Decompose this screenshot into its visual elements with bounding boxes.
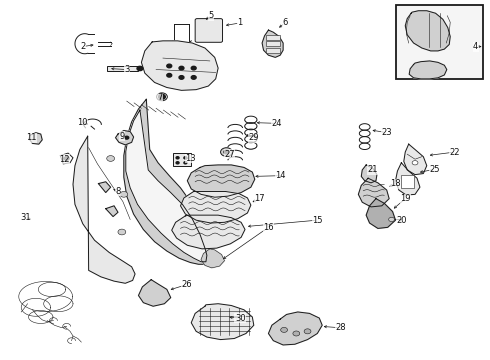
Text: 22: 22: [450, 148, 460, 157]
Circle shape: [107, 156, 115, 161]
Circle shape: [191, 76, 196, 79]
Text: 24: 24: [271, 119, 282, 128]
Text: 16: 16: [263, 223, 274, 232]
Text: 27: 27: [224, 150, 235, 159]
Polygon shape: [116, 131, 134, 145]
FancyBboxPatch shape: [107, 66, 138, 71]
Circle shape: [184, 157, 187, 159]
Circle shape: [176, 157, 179, 159]
Text: 4: 4: [473, 42, 478, 51]
Polygon shape: [262, 30, 283, 57]
Bar: [266, 35, 280, 40]
Polygon shape: [98, 182, 111, 193]
Circle shape: [167, 73, 172, 77]
Polygon shape: [404, 144, 427, 175]
Polygon shape: [405, 11, 450, 51]
Bar: [396, 5, 484, 79]
Text: 20: 20: [396, 216, 407, 225]
Polygon shape: [106, 206, 118, 217]
FancyBboxPatch shape: [172, 153, 191, 166]
Circle shape: [159, 94, 165, 99]
Circle shape: [224, 150, 229, 154]
Text: 30: 30: [235, 314, 245, 323]
Text: 9: 9: [119, 132, 124, 141]
Text: 29: 29: [248, 133, 259, 142]
Circle shape: [137, 66, 143, 71]
Text: 1: 1: [238, 18, 243, 27]
Polygon shape: [395, 163, 420, 195]
Circle shape: [220, 148, 232, 156]
Circle shape: [125, 136, 129, 139]
Circle shape: [118, 229, 126, 235]
Polygon shape: [191, 304, 254, 339]
Text: 19: 19: [400, 194, 411, 203]
Polygon shape: [409, 61, 447, 79]
Text: 13: 13: [185, 154, 196, 163]
Polygon shape: [366, 199, 395, 228]
Polygon shape: [172, 215, 245, 249]
Text: 7: 7: [157, 93, 162, 102]
Circle shape: [281, 327, 288, 332]
Text: 12: 12: [59, 155, 70, 164]
Circle shape: [191, 66, 196, 70]
Circle shape: [176, 162, 179, 164]
Text: 25: 25: [429, 165, 440, 174]
Circle shape: [184, 162, 187, 164]
Text: 26: 26: [181, 280, 192, 289]
Polygon shape: [361, 165, 377, 183]
Bar: [266, 41, 280, 46]
FancyBboxPatch shape: [195, 19, 222, 42]
Polygon shape: [139, 280, 171, 306]
Circle shape: [389, 217, 394, 222]
Text: 2: 2: [80, 42, 85, 51]
Text: 15: 15: [312, 216, 322, 225]
Bar: [401, 175, 414, 188]
Circle shape: [64, 157, 69, 160]
Polygon shape: [187, 165, 255, 197]
Text: 11: 11: [26, 133, 36, 142]
Text: 10: 10: [77, 118, 88, 127]
Polygon shape: [73, 136, 135, 283]
Circle shape: [293, 331, 300, 336]
Text: 6: 6: [282, 18, 288, 27]
Text: 21: 21: [368, 166, 378, 175]
Circle shape: [412, 161, 418, 165]
Polygon shape: [142, 41, 218, 90]
Text: 28: 28: [335, 323, 345, 332]
Bar: [266, 48, 280, 53]
Circle shape: [179, 66, 184, 70]
Text: 31: 31: [20, 213, 30, 222]
Circle shape: [167, 64, 172, 68]
Text: 3: 3: [124, 65, 129, 74]
Text: 18: 18: [390, 179, 401, 188]
Polygon shape: [126, 110, 207, 262]
Text: 8: 8: [115, 187, 121, 196]
Polygon shape: [201, 249, 224, 268]
Text: 14: 14: [275, 171, 286, 180]
Polygon shape: [124, 99, 212, 264]
Circle shape: [304, 329, 311, 334]
Text: 17: 17: [254, 194, 265, 203]
Polygon shape: [358, 178, 389, 207]
Circle shape: [179, 76, 184, 79]
Polygon shape: [29, 133, 42, 144]
Text: 23: 23: [381, 128, 392, 137]
Polygon shape: [269, 312, 322, 345]
Text: 5: 5: [208, 11, 214, 20]
Polygon shape: [180, 192, 251, 223]
Circle shape: [120, 192, 128, 197]
